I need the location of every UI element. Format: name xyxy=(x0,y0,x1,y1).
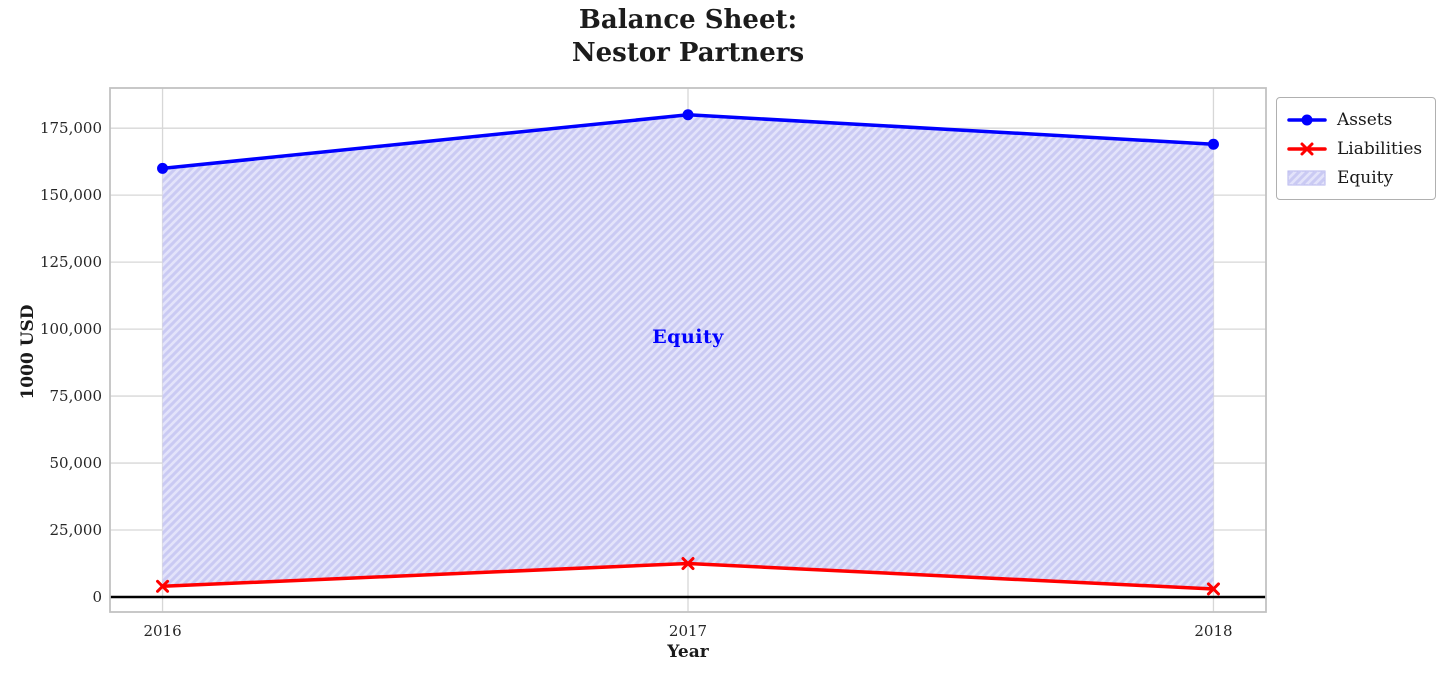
chart-title-line-1: Balance Sheet: xyxy=(578,5,798,35)
y-tick-label: 25,000 xyxy=(49,521,103,540)
x-tick-label: 2016 xyxy=(143,622,182,640)
legend: Assets Liabilities Equity xyxy=(1276,97,1437,200)
y-tick-label: 75,000 xyxy=(49,387,103,406)
liabilities-marker xyxy=(681,557,695,571)
y-tick-label: 0 xyxy=(92,587,102,606)
y-tick-label: 125,000 xyxy=(39,253,102,272)
legend-item-assets: Assets xyxy=(1286,105,1422,134)
liabilities-marker xyxy=(156,579,170,593)
y-tick-label: 175,000 xyxy=(39,119,102,138)
chart-title-line-2: Nestor Partners xyxy=(571,38,805,68)
liabilities-marker xyxy=(1206,582,1220,596)
legend-item-label: Liabilities xyxy=(1337,138,1423,159)
assets-marker xyxy=(157,162,169,174)
chart-title: Balance Sheet: Nestor Partners xyxy=(110,4,1266,70)
equity-area-hatch xyxy=(162,114,1214,589)
y-tick-label: 100,000 xyxy=(39,320,102,339)
legend-item-liabilities: Liabilities xyxy=(1286,134,1422,163)
equity-swatch-icon xyxy=(1287,170,1326,185)
equity-annotation: Equity xyxy=(652,326,724,349)
y-tick-label: 50,000 xyxy=(49,454,103,473)
assets-line-icon xyxy=(1287,114,1327,125)
x-tick-label: 2017 xyxy=(668,622,708,640)
legend-item-label: Equity xyxy=(1337,167,1394,188)
legend-item-equity: Equity xyxy=(1286,163,1422,192)
assets-marker xyxy=(1207,138,1219,150)
assets-marker xyxy=(682,109,694,121)
legend-item-label: Assets xyxy=(1337,109,1393,130)
liabilities-line-icon xyxy=(1287,142,1327,155)
plot-border xyxy=(109,87,1267,613)
x-axis-label: Year xyxy=(667,642,709,662)
x-tick-label: 2018 xyxy=(1194,622,1233,640)
y-tick-label: 150,000 xyxy=(39,186,102,205)
